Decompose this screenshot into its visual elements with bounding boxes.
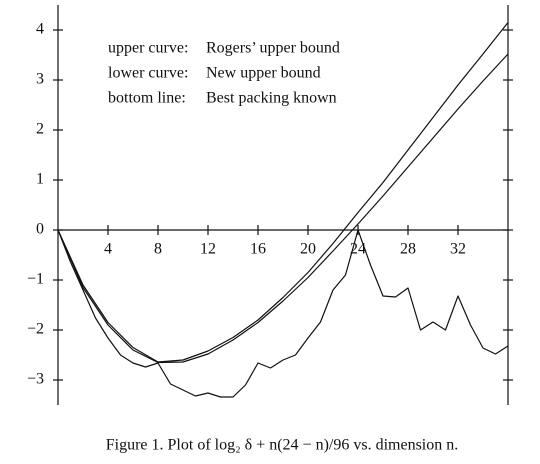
y-tick-label: 4: [36, 21, 44, 38]
series-line: [57, 22, 509, 363]
y-tick-label: −3: [27, 371, 44, 388]
y-tick-label: 0: [36, 221, 44, 238]
series-line: [57, 53, 509, 364]
legend-label: Rogers’ upper bound: [206, 40, 340, 57]
y-tick-label: 1: [36, 171, 44, 188]
caption: Figure 1. Plot of log₂ δ + n(24 − n)/96 …: [106, 437, 459, 454]
legend-label: Best packing known: [206, 90, 337, 107]
legend-label: New upper bound: [206, 65, 321, 82]
legend-key: lower curve:: [108, 65, 188, 82]
x-tick-label: 4: [104, 241, 112, 258]
legend-key: upper curve:: [108, 40, 188, 57]
series-line: [57, 229, 509, 398]
y-tick-label: 3: [36, 71, 44, 88]
x-tick-label: 20: [300, 241, 316, 258]
x-tick-label: 28: [400, 241, 416, 258]
x-tick-label: 8: [154, 241, 162, 258]
legend-key: bottom line:: [108, 90, 186, 107]
x-tick-label: 12: [200, 241, 216, 258]
y-tick-label: −1: [27, 271, 44, 288]
x-tick-label: 16: [250, 241, 266, 258]
y-tick-label: −2: [27, 321, 44, 338]
x-tick-label: 32: [450, 241, 466, 258]
y-tick-label: 2: [36, 121, 44, 138]
